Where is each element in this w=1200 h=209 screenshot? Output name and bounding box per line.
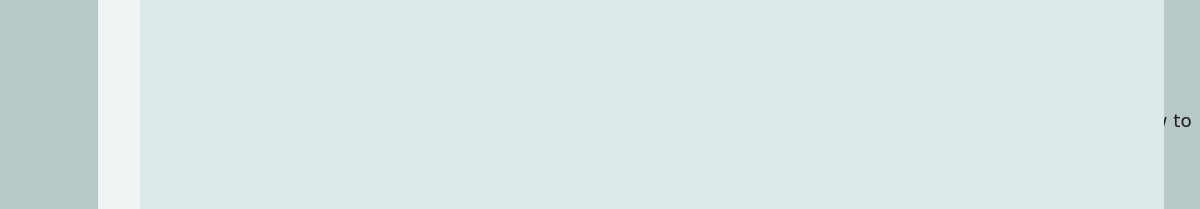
- Text: 3: 3: [659, 48, 666, 61]
- Text: multipliers.  First, figure out how to set up the problem.  Then, select the men: multipliers. First, figure out how to se…: [162, 113, 1192, 131]
- Text: significant figures.: significant figures.: [162, 196, 331, 209]
- Text: conversion factors below, the conversion between cm: conversion factors below, the conversion…: [162, 69, 659, 87]
- Text: If it takes 4.82 minutes to fill a 50.0 gal gas tank, calculate the gasoline flo: If it takes 4.82 minutes to fill a 50.0 …: [162, 25, 1151, 43]
- Text: and mL (if needed), and your knowledge of metric: and mL (if needed), and your knowledge o…: [666, 69, 1134, 87]
- Text: set up the calculation using dimensional analysis.  Finally, select the best ans: set up the calculation using dimensional…: [162, 155, 1162, 173]
